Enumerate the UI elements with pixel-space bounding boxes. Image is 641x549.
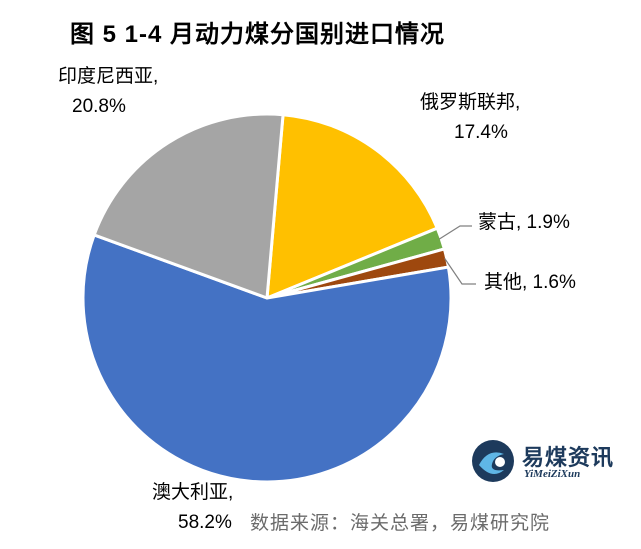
chart-title: 图 5 1-4 月动力煤分国别进口情况 xyxy=(70,21,446,48)
slice-indonesia xyxy=(92,112,285,300)
label-australia-name: 澳大利亚, xyxy=(152,482,234,503)
logo-text-cn: 易煤资讯 xyxy=(522,445,615,470)
label-indonesia-name: 印度尼西亚, xyxy=(58,66,159,87)
label-australia-value: 58.2% xyxy=(178,512,232,533)
logo-text-en: YiMeiZiXun xyxy=(524,468,581,480)
label-other: 其他, 1.6% xyxy=(484,272,576,293)
label-russia-value: 17.4% xyxy=(454,122,508,143)
label-russia: 俄罗斯联邦, 17.4% xyxy=(420,88,520,148)
label-australia: 澳大利亚, 58.2% xyxy=(152,478,233,538)
label-indonesia: 印度尼西亚, 20.8% xyxy=(58,62,158,122)
slice-russia xyxy=(265,113,439,300)
label-russia-name: 俄罗斯联邦, xyxy=(420,92,521,113)
data-source-note: 数据来源：海关总署，易煤研究院 xyxy=(250,513,551,534)
leader-line-other xyxy=(444,258,476,285)
slice-australia xyxy=(81,233,453,484)
label-indonesia-value: 20.8% xyxy=(72,96,126,117)
brand-logo: 易煤资讯 YiMeiZiXun xyxy=(470,438,630,484)
logo-emblem-icon xyxy=(472,440,514,482)
label-mongolia: 蒙古, 1.9% xyxy=(478,212,570,233)
leader-line-mongolia xyxy=(438,225,472,240)
